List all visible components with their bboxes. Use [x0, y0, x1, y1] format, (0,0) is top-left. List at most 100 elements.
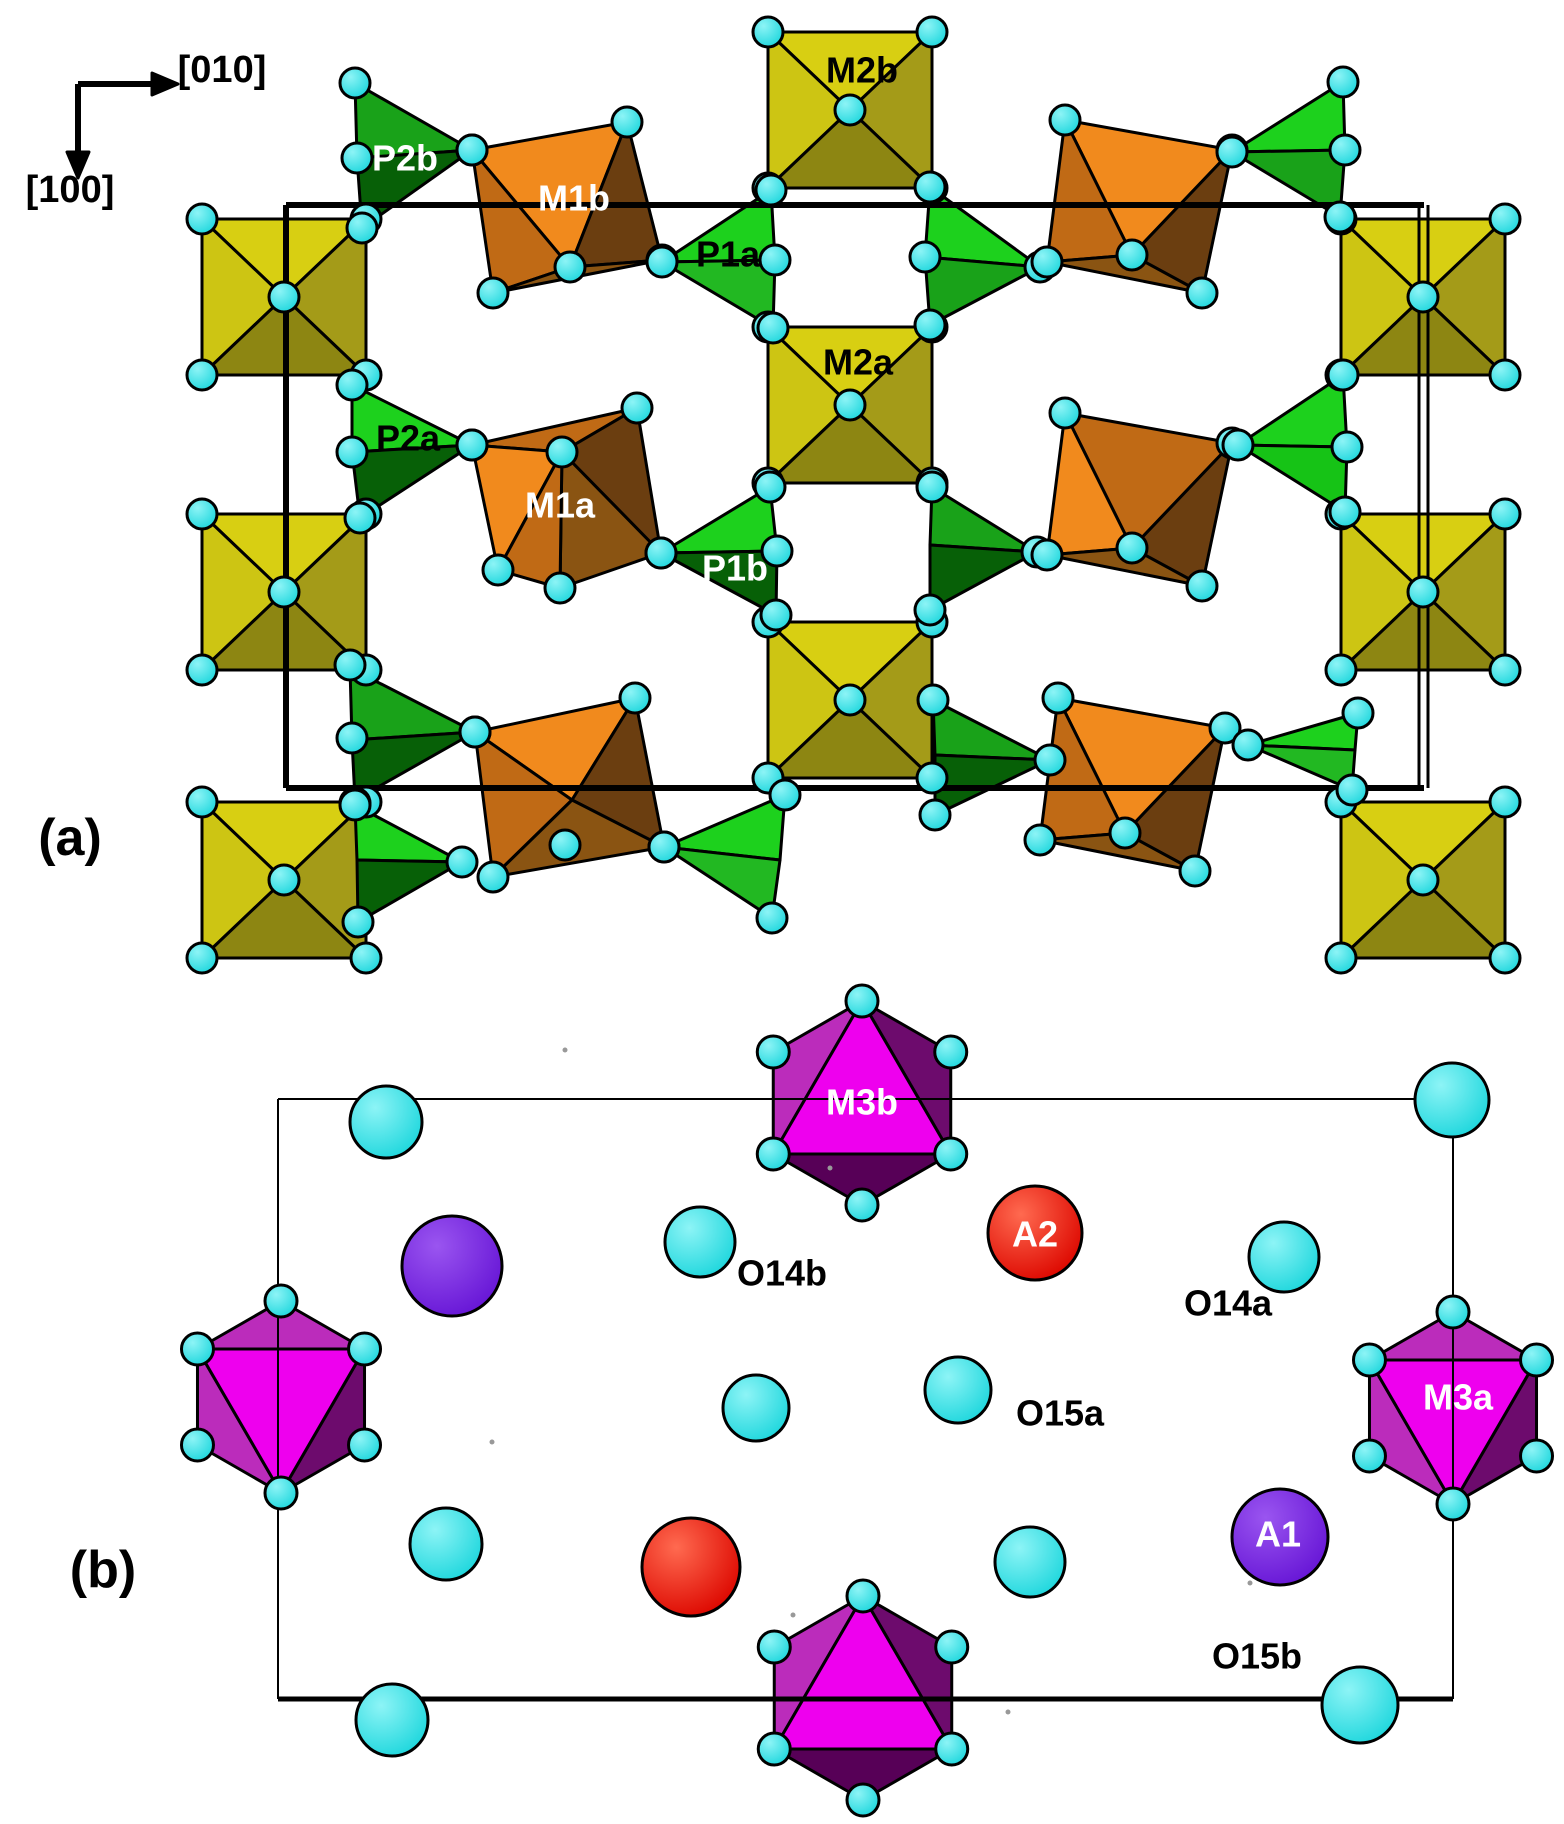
oxygen-atom-sphere [345, 211, 379, 245]
panel-a-label: (a) [38, 809, 102, 867]
oxygen-atom-sphere [1406, 863, 1440, 897]
axis-010-arrowhead-icon [150, 71, 180, 97]
oxygen-atom-sphere [756, 1629, 792, 1665]
oxygen-atom-sphere [845, 1578, 881, 1614]
oxygen-atom-sphere [1324, 941, 1358, 975]
m3a-polyhedron [1367, 1310, 1539, 1506]
oxygen-atom-sphere [610, 105, 644, 139]
row3-left-tetrahedron [348, 666, 477, 802]
oxygen-atom-sphere [185, 653, 219, 687]
oxygen-atom-sphere [1341, 696, 1375, 730]
row3-right-bright-tetrahedron [1246, 711, 1360, 792]
p2b-tetrahedron [353, 81, 474, 230]
corner-tetrahedron-face [1230, 148, 1347, 219]
oxygen-atom-sphere [644, 536, 678, 570]
oxygen-atom-sphere [618, 681, 652, 715]
site-label-o15a: O15a [1016, 1393, 1105, 1434]
oxygen-atom-sphere [1115, 531, 1149, 565]
axis-label-010: [010] [178, 49, 267, 91]
oxygen-atom-sphere [833, 388, 867, 422]
oxygen-atom-sphere [934, 1731, 970, 1767]
oxygen-atom-sphere [1185, 569, 1219, 603]
axis-label-100: [100] [26, 169, 115, 211]
oxygen-atom-sphere [1033, 743, 1067, 777]
site-label-o15b: O15b [1212, 1636, 1302, 1677]
oxygen-atom-sphere [333, 648, 367, 682]
site-label-p2b: P2b [372, 138, 438, 179]
oxygen-atom-sphere [185, 785, 219, 819]
oxygen-atom-sphere [756, 311, 790, 345]
corner-tetrahedron [1230, 80, 1347, 219]
row2-right-octahedron [1045, 411, 1234, 588]
oxygen-atom-sphere [341, 905, 375, 939]
panel-b-label: (b) [70, 1541, 136, 1599]
oxygen-atom-sphere [263, 1475, 299, 1511]
oxygen-atom-sphere [267, 575, 301, 609]
m2-octahedron-projection [1339, 512, 1507, 672]
oxygen-atom-sphere [335, 721, 369, 755]
row2-right-octahedron-face [1045, 546, 1204, 588]
atom-sphere-o15b [1320, 1665, 1400, 1745]
oxygen-atom-sphere [338, 788, 372, 822]
oxygen-atom-sphere [1326, 358, 1360, 392]
below-left-tetrahedron [353, 803, 464, 924]
oxygen-atom-sphere [267, 280, 301, 314]
oxygen-atom-sphere [476, 276, 510, 310]
oxygen-atom-sphere [1328, 495, 1362, 529]
oxygen-atom-sphere [338, 66, 372, 100]
axis-orientation-marker: [010] [100] [26, 49, 267, 211]
oxygen-atom-sphere [1488, 497, 1522, 531]
oxygen-atom-sphere [755, 1136, 791, 1172]
cyan-atom-sphere [721, 1373, 791, 1443]
m2-octahedron-projection [766, 620, 934, 780]
oxygen-atom-sphere [548, 828, 582, 862]
site-label-m2b: M2b [826, 50, 898, 91]
oxygen-atom-sphere [335, 368, 369, 402]
oxygen-atom-sphere [455, 133, 489, 167]
oxygen-atom-sphere [1030, 245, 1064, 279]
oxygen-atom-sphere [1406, 575, 1440, 609]
m1a-octahedron-face [496, 450, 564, 590]
site-label-m3b: M3b [826, 1082, 898, 1123]
oxygen-atom-sphere [1330, 430, 1364, 464]
atom-sphere-o14a [1247, 1220, 1321, 1294]
oxygen-atom-sphere [759, 598, 793, 632]
oxygen-atom-sphere [844, 1187, 880, 1223]
oxygen-atom-sphere [755, 901, 789, 935]
oxygen-atom-sphere [1023, 823, 1057, 857]
oxygen-atom-sphere [185, 202, 219, 236]
oxygen-atom-sphere [1488, 785, 1522, 819]
site-label-o14b: O14b [737, 1253, 827, 1294]
p1b-tetrahedron-face [659, 549, 779, 617]
oxygen-atom-sphere [340, 141, 374, 175]
oxygen-atom-sphere [1221, 428, 1255, 462]
site-label-m2a: M2a [823, 342, 894, 383]
oxygen-atom-sphere [756, 1731, 792, 1767]
oxygen-atom-sphere [343, 501, 377, 535]
m2-face-bottom [200, 878, 368, 960]
m2-octahedron-projection [200, 800, 368, 960]
oxygen-atom-sphere [185, 358, 219, 392]
oxygen-atom-sphere [185, 941, 219, 975]
site-label-m1b: M1b [538, 178, 610, 219]
oxygen-atom-sphere [647, 830, 681, 864]
site-label-p1a: P1a [696, 234, 761, 275]
oxygen-atom-sphere [1519, 1342, 1555, 1378]
oxygen-atom-sphere [1488, 358, 1522, 392]
oxygen-atom-sphere [918, 798, 952, 832]
p1a-tetrahedron-face [660, 258, 777, 330]
oxygen-atom-sphere [1519, 1438, 1555, 1474]
oxygen-atom-sphere [458, 715, 492, 749]
oxygen-atom-sphere [455, 428, 489, 462]
m2-octahedron-projection [1339, 800, 1507, 960]
oxygen-atom-sphere [916, 683, 950, 717]
oxygen-atom-sphere [1406, 280, 1440, 314]
site-label-m1a: M1a [525, 485, 596, 526]
oxygen-atom-sphere [913, 170, 947, 204]
m2-face-bottom [766, 698, 934, 780]
cyan-atom-sphere [408, 1506, 484, 1582]
oxygen-atom-sphere [1048, 103, 1082, 137]
oxygen-atom-sphere [1231, 728, 1265, 762]
panel-b-vertex-spheres [179, 983, 1555, 1818]
